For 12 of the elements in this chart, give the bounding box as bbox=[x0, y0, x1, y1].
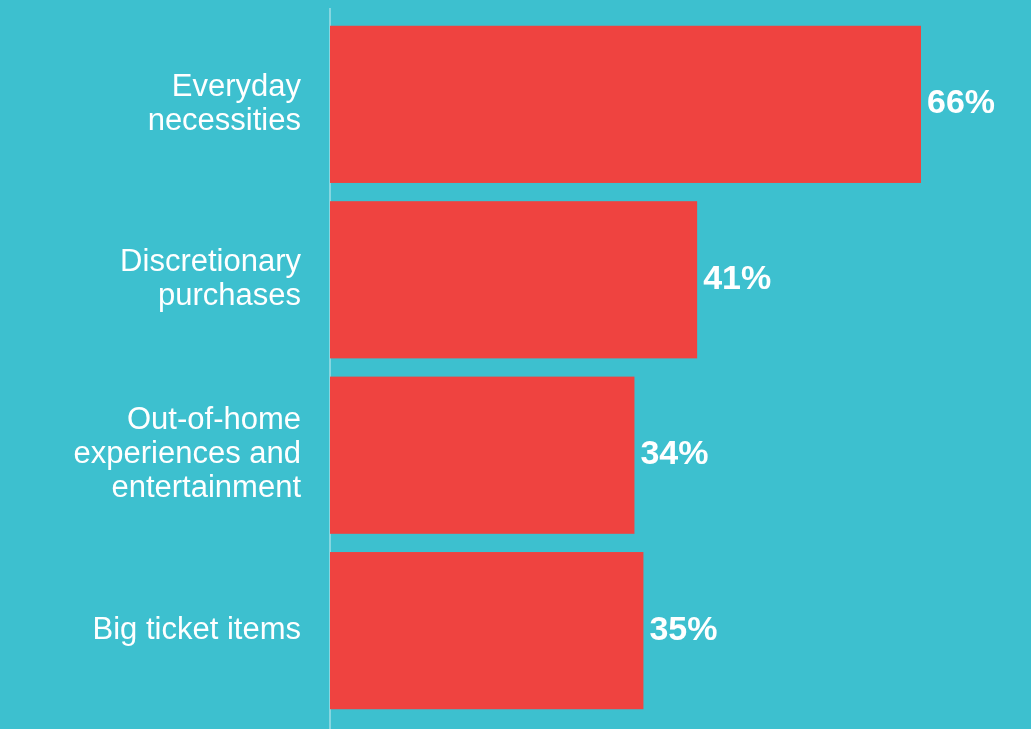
data-label: 66% bbox=[927, 82, 996, 121]
y-tick-label: Out-of-home experiences and entertainment bbox=[73, 401, 302, 505]
bar bbox=[330, 552, 644, 710]
y-tick-label: Everyday necessities bbox=[147, 67, 302, 137]
y-tick-label: Discretionary purchases bbox=[120, 242, 302, 312]
bar bbox=[330, 201, 698, 359]
bar bbox=[330, 25, 921, 183]
data-label: 41% bbox=[703, 257, 772, 296]
data-label: 34% bbox=[640, 433, 709, 472]
data-label: 35% bbox=[649, 608, 718, 647]
bar bbox=[330, 376, 635, 534]
y-tick-label: Big ticket items bbox=[92, 610, 301, 646]
